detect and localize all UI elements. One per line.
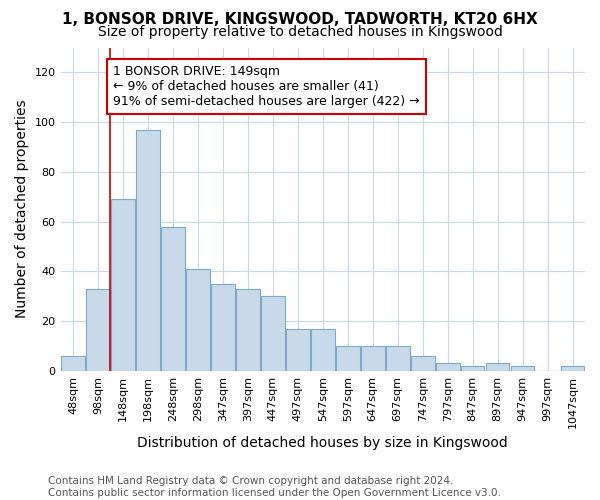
Bar bbox=[61, 356, 85, 371]
Bar bbox=[86, 288, 110, 371]
Bar bbox=[236, 288, 260, 371]
Text: Size of property relative to detached houses in Kingswood: Size of property relative to detached ho… bbox=[98, 25, 502, 39]
Bar bbox=[486, 364, 509, 371]
Text: 1 BONSOR DRIVE: 149sqm
← 9% of detached houses are smaller (41)
91% of semi-deta: 1 BONSOR DRIVE: 149sqm ← 9% of detached … bbox=[113, 65, 420, 108]
Bar bbox=[361, 346, 385, 371]
Bar bbox=[286, 328, 310, 371]
Bar bbox=[386, 346, 410, 371]
Text: 1, BONSOR DRIVE, KINGSWOOD, TADWORTH, KT20 6HX: 1, BONSOR DRIVE, KINGSWOOD, TADWORTH, KT… bbox=[62, 12, 538, 28]
X-axis label: Distribution of detached houses by size in Kingswood: Distribution of detached houses by size … bbox=[137, 436, 508, 450]
Bar bbox=[311, 328, 335, 371]
Bar bbox=[511, 366, 535, 371]
Bar bbox=[336, 346, 359, 371]
Bar bbox=[461, 366, 484, 371]
Bar bbox=[436, 364, 460, 371]
Bar bbox=[411, 356, 434, 371]
Bar bbox=[261, 296, 284, 371]
Bar bbox=[186, 269, 210, 371]
Y-axis label: Number of detached properties: Number of detached properties bbox=[15, 100, 29, 318]
Bar bbox=[161, 226, 185, 371]
Text: Contains HM Land Registry data © Crown copyright and database right 2024.
Contai: Contains HM Land Registry data © Crown c… bbox=[48, 476, 501, 498]
Bar bbox=[111, 199, 135, 371]
Bar bbox=[560, 366, 584, 371]
Bar bbox=[211, 284, 235, 371]
Bar bbox=[136, 130, 160, 371]
